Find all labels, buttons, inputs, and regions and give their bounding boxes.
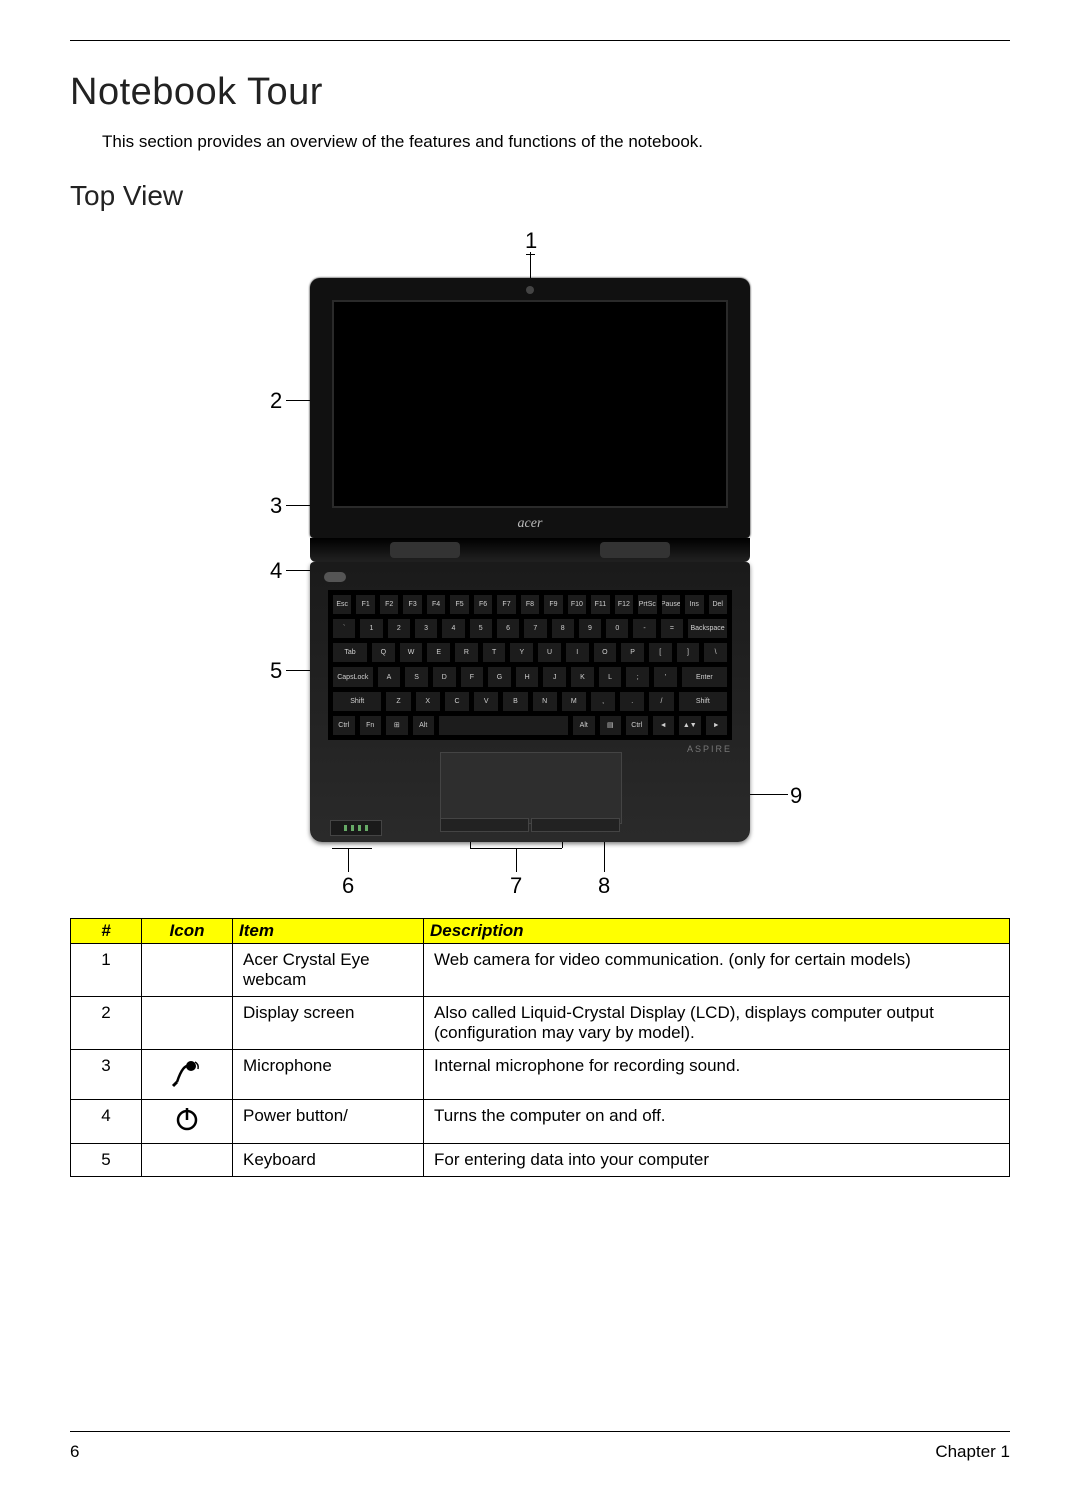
lead-1t: [526, 254, 535, 255]
callout-3: 3: [270, 493, 282, 519]
table-row: 4 Power button/Turns the computer on and …: [71, 1100, 1010, 1144]
table-row: 1 Acer Crystal Eye webcamWeb camera for v…: [71, 944, 1010, 997]
laptop-screen: [332, 300, 728, 508]
th-num: #: [71, 919, 142, 944]
th-icon: Icon: [142, 919, 233, 944]
cell-item: Display screen: [233, 997, 424, 1050]
laptop-base: EscF1F2F3F4F5F6F7F8F9F10F11F12PrtScPause…: [310, 562, 750, 842]
status-leds: [330, 820, 382, 836]
lead-6h: [332, 848, 372, 849]
lead-7h: [470, 848, 562, 849]
cell-num: 5: [71, 1144, 142, 1177]
callout-1: 1: [525, 228, 537, 254]
cell-icon: [142, 997, 233, 1050]
cell-item: Acer Crystal Eye webcam: [233, 944, 424, 997]
table-row: 2 Display screenAlso called Liquid-Crysta…: [71, 997, 1010, 1050]
webcam-dot: [526, 286, 534, 294]
cell-icon: [142, 1050, 233, 1100]
touchpad: [440, 752, 622, 824]
touchpad-buttons: [440, 818, 620, 832]
callout-5: 5: [270, 658, 282, 684]
page-footer: 6 Chapter 1: [70, 1431, 1010, 1462]
laptop-diagram: 1 2 3 4 5 6 7 8 9: [220, 228, 860, 908]
page-title: Notebook Tour: [70, 71, 1010, 114]
cell-num: 4: [71, 1100, 142, 1144]
top-rule: [70, 40, 1010, 41]
cell-desc: Internal microphone for recording sound.: [424, 1050, 1010, 1100]
cell-icon: [142, 1144, 233, 1177]
power-icon: [174, 1106, 200, 1132]
chapter-label: Chapter 1: [935, 1442, 1010, 1462]
cell-desc: Web camera for video communication. (onl…: [424, 944, 1010, 997]
cell-item: Keyboard: [233, 1144, 424, 1177]
cell-desc: For entering data into your computer: [424, 1144, 1010, 1177]
callout-6: 6: [342, 873, 354, 899]
cell-num: 3: [71, 1050, 142, 1100]
callout-8: 8: [598, 873, 610, 899]
table-row: 5 KeyboardFor entering data into your com…: [71, 1144, 1010, 1177]
laptop-hinge: [310, 538, 750, 562]
th-desc: Description: [424, 919, 1010, 944]
document-page: Notebook Tour This section provides an o…: [0, 0, 1080, 1512]
diagram-container: 1 2 3 4 5 6 7 8 9: [70, 228, 1010, 908]
cell-item: Power button/: [233, 1100, 424, 1144]
brand-logo: acer: [310, 516, 750, 532]
cell-desc: Turns the computer on and off.: [424, 1100, 1010, 1144]
keyboard: EscF1F2F3F4F5F6F7F8F9F10F11F12PrtScPause…: [328, 590, 732, 740]
th-item: Item: [233, 919, 424, 944]
microphone-icon: [171, 1056, 203, 1088]
lead-6: [348, 848, 349, 872]
cell-num: 1: [71, 944, 142, 997]
footer-rule: [70, 1431, 1010, 1432]
callout-9: 9: [790, 783, 802, 809]
table-row: 3 MicrophoneInternal microphone for recor…: [71, 1050, 1010, 1100]
intro-text: This section provides an overview of the…: [102, 132, 1010, 152]
laptop-illustration: acer EscF1F2F3F4F5F6F7F8F9F10F11F12PrtSc…: [310, 278, 750, 842]
cell-desc: Also called Liquid-Crystal Display (LCD)…: [424, 997, 1010, 1050]
lead-7: [516, 848, 517, 872]
cell-icon: [142, 944, 233, 997]
aspire-badge: ASPIRE: [687, 744, 732, 754]
cell-icon: [142, 1100, 233, 1144]
section-heading: Top View: [70, 180, 1010, 212]
callout-4: 4: [270, 558, 282, 584]
callout-2: 2: [270, 388, 282, 414]
cell-num: 2: [71, 997, 142, 1050]
page-number: 6: [70, 1442, 79, 1462]
laptop-lid: acer: [310, 278, 750, 538]
cell-item: Microphone: [233, 1050, 424, 1100]
callout-7: 7: [510, 873, 522, 899]
power-button: [324, 572, 346, 582]
components-table: # Icon Item Description 1 Acer Crystal Ey…: [70, 918, 1010, 1177]
